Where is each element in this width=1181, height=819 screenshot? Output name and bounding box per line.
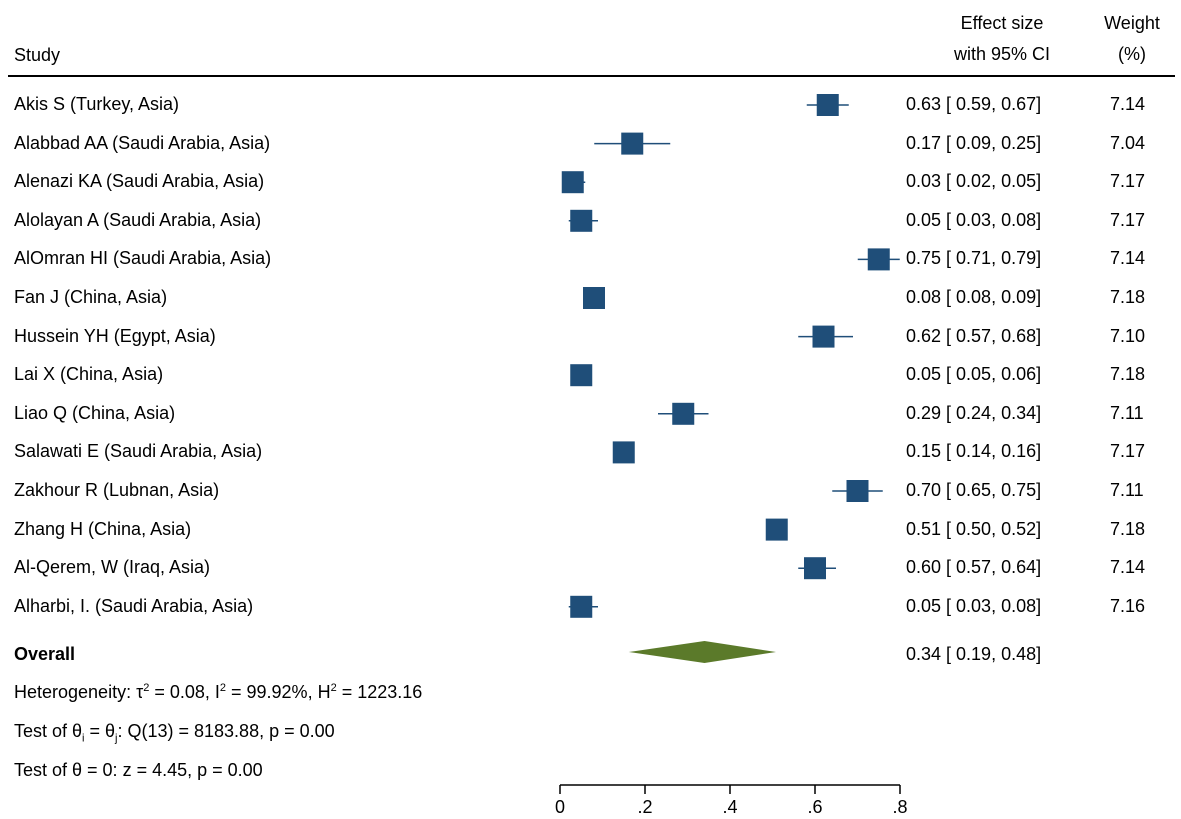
effect-marker [846,480,869,502]
x-tick-label: .6 [807,797,823,817]
study-weight: 7.17 [1110,210,1146,230]
study-label: Alharbi, I. (Saudi Arabia, Asia) [14,596,254,616]
study-label: Alabbad AA (Saudi Arabia, Asia) [14,133,271,153]
overall-label: Overall [14,644,76,664]
study-weight: 7.10 [1110,326,1146,346]
study-ci: 0.05 [ 0.05, 0.06] [906,364,1042,384]
x-tick-label: 0 [554,797,565,817]
effect-marker [765,518,788,541]
study-ci: 0.60 [ 0.57, 0.64] [906,557,1042,577]
study-label: Lai X (China, Asia) [14,364,164,384]
overall-ci: 0.34 [ 0.19, 0.48] [906,644,1042,664]
effect-marker [583,287,605,309]
overall-diamond [628,641,776,663]
effect-marker [612,441,635,464]
study-label: Zhang H (China, Asia) [14,519,192,539]
study-label: Hussein YH (Egypt, Asia) [14,326,216,346]
x-tick-label: .2 [637,797,653,817]
homogeneity-test: Test of θi = θj: Q(13) = 8183.88, p = 0.… [14,721,335,745]
study-ci: 0.51 [ 0.50, 0.52] [906,519,1042,539]
header-rule [8,75,1175,77]
effect-marker [867,248,890,271]
study-weight: 7.14 [1110,557,1146,577]
effect-marker [570,595,593,618]
x-tick-label: .8 [892,797,908,817]
overall-effect-test: Test of θ = 0: z = 4.45, p = 0.00 [14,760,263,780]
effect-marker [816,94,839,116]
study-ci: 0.17 [ 0.09, 0.25] [906,133,1042,153]
effect-marker [561,171,584,194]
study-ci: 0.70 [ 0.65, 0.75] [906,480,1042,500]
weight-header-line1: Weight [1104,13,1160,33]
study-label: AlOmran HI (Saudi Arabia, Asia) [14,248,272,268]
effect-marker [570,364,593,387]
study-weight: 7.18 [1110,519,1146,539]
effect-size-header-line2: with 95% CI [953,44,1051,64]
x-tick-label: .4 [722,797,738,817]
study-column-header: Study [14,45,61,65]
study-ci: 0.08 [ 0.08, 0.09] [906,287,1042,307]
study-ci: 0.05 [ 0.03, 0.08] [906,596,1042,616]
weight-header-line2: (%) [1118,44,1146,64]
study-ci: 0.15 [ 0.14, 0.16] [906,441,1042,461]
study-label: Liao Q (China, Asia) [14,403,176,423]
study-weight: 7.04 [1110,133,1146,153]
study-weight: 7.17 [1110,171,1146,191]
study-label: Al-Qerem, W (Iraq, Asia) [14,557,211,577]
study-label: Alenazi KA (Saudi Arabia, Asia) [14,171,265,191]
study-label: Alolayan A (Saudi Arabia, Asia) [14,210,262,230]
study-weight: 7.14 [1110,248,1146,268]
study-ci: 0.29 [ 0.24, 0.34] [906,403,1042,423]
study-weight: 7.18 [1110,287,1146,307]
study-weight: 7.11 [1110,480,1144,500]
study-weight: 7.14 [1110,94,1146,114]
study-weight: 7.18 [1110,364,1146,384]
effect-marker [672,402,695,425]
effect-marker [570,209,593,232]
study-weight: 7.11 [1110,403,1144,423]
study-label: Fan J (China, Asia) [14,287,168,307]
study-ci: 0.75 [ 0.71, 0.79] [906,248,1042,268]
study-weight: 7.16 [1110,596,1146,616]
effect-size-header-line1: Effect size [960,13,1044,33]
study-label: Salawati E (Saudi Arabia, Asia) [14,441,263,461]
study-ci: 0.62 [ 0.57, 0.68] [906,326,1042,346]
study-weight: 7.17 [1110,441,1146,461]
effect-marker [621,132,644,155]
study-label: Zakhour R (Lubnan, Asia) [14,480,220,500]
study-ci: 0.63 [ 0.59, 0.67] [906,94,1042,114]
study-ci: 0.05 [ 0.03, 0.08] [906,210,1042,230]
effect-marker [804,557,826,580]
effect-marker [812,325,835,348]
study-label: Akis S (Turkey, Asia) [14,94,180,114]
heterogeneity-stats: Heterogeneity: τ2 = 0.08, I2 = 99.92%, H… [14,682,423,702]
study-ci: 0.03 [ 0.02, 0.05] [906,171,1042,191]
